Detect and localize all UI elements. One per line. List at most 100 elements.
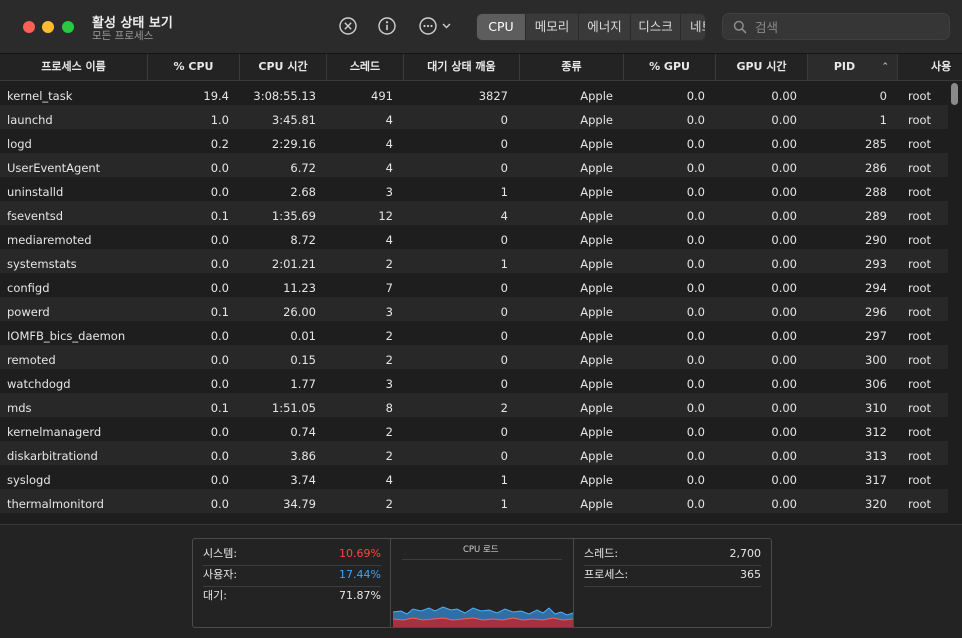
stop-process-icon[interactable] (337, 15, 359, 37)
user-cell: root (908, 473, 932, 487)
kind-cell: Apple (580, 281, 613, 295)
close-window-button[interactable] (23, 21, 35, 33)
table-row[interactable]: syslogd 0.0 3.74 4 1 Apple 0.0 0.00 317 root (0, 465, 948, 489)
gpu-time-cell: 0.00 (771, 257, 797, 271)
table-row[interactable]: UserEventAgent 0.0 6.72 4 0 Apple 0.0 0.00 286 ro… (0, 153, 948, 177)
user-cell: root (908, 113, 932, 127)
cpu-percent-cell: 0.1 (210, 401, 229, 415)
tab-energy[interactable]: 에너지 (579, 14, 631, 40)
column-header-kind[interactable]: 종류 (520, 54, 624, 80)
process-name-cell: fseventsd (7, 209, 64, 223)
search-input[interactable] (753, 14, 947, 41)
divider (203, 586, 381, 587)
gpu-time-cell: 0.00 (771, 497, 797, 511)
tab-cpu[interactable]: CPU (477, 14, 526, 40)
kind-cell: Apple (580, 113, 613, 127)
cpu-time-cell: 0.15 (290, 353, 316, 367)
system-value: 10.69% (339, 547, 381, 560)
table-row[interactable]: uninstalld 0.0 2.68 3 1 Apple 0.0 0.00 288 root (0, 177, 948, 201)
processes-value: 365 (740, 568, 761, 581)
pid-cell: 297 (865, 329, 887, 343)
tab-network[interactable]: 네트워크 (689, 19, 705, 34)
gpu-time-cell: 0.00 (771, 281, 797, 295)
cpu-load-graph (393, 606, 573, 627)
table-row[interactable]: kernelmanagerd 0.0 0.74 2 0 Apple 0.0 0.00 312 ro… (0, 417, 948, 441)
gpu-time-cell: 0.00 (771, 89, 797, 103)
user-cell: root (908, 377, 932, 391)
column-header-user[interactable]: 사용 (931, 60, 952, 73)
more-options-icon[interactable] (417, 15, 457, 37)
process-name-cell: syslogd (7, 473, 51, 487)
process-name-cell: watchdogd (7, 377, 71, 391)
cpu-time-cell: 3:45.81 (271, 113, 316, 127)
threads-cell: 491 (371, 89, 393, 103)
gpu-percent-cell: 0.0 (686, 329, 705, 343)
table-row[interactable]: mds 0.1 1:51.05 8 2 Apple 0.0 0.00 310 root (0, 393, 948, 417)
table-row[interactable]: configd 0.0 11.23 7 0 Apple 0.0 0.00 294 root (0, 273, 948, 297)
column-header-cpu-time[interactable]: CPU 시간 (240, 54, 327, 80)
divider (584, 586, 761, 587)
cpu-percent-cell: 1.0 (210, 113, 229, 127)
table-row[interactable]: mediaremoted 0.0 8.72 4 0 Apple 0.0 0.00 290 root (0, 225, 948, 249)
column-header-threads[interactable]: 스레드 (327, 54, 404, 80)
pid-cell: 317 (865, 473, 887, 487)
column-header-process-name[interactable]: 프로세스 이름 (0, 54, 148, 80)
column-header-gpu-time[interactable]: GPU 시간 (716, 54, 808, 80)
table-row[interactable]: diskarbitrationd 0.0 3.86 2 0 Apple 0.0 0.00 313… (0, 441, 948, 465)
tab-memory[interactable]: 메모리 (526, 14, 579, 40)
gpu-percent-cell: 0.0 (686, 353, 705, 367)
table-row[interactable]: kernel_task 19.4 3:08:55.13 491 3827 Apple 0.0… (0, 81, 948, 105)
cpu-time-cell: 11.23 (283, 281, 316, 295)
zoom-window-button[interactable] (62, 21, 74, 33)
process-name-cell: IOMFB_bics_daemon (7, 329, 126, 343)
idle-wake-ups-cell: 1 (500, 185, 508, 199)
search-box[interactable] (722, 13, 950, 41)
process-name-cell: kernelmanagerd (7, 425, 102, 439)
vertical-scrollbar[interactable] (948, 81, 962, 524)
table-row[interactable]: launchd 1.0 3:45.81 4 0 Apple 0.0 0.00 1 root (0, 105, 948, 129)
pid-cell: 293 (865, 257, 887, 271)
pid-cell: 286 (865, 161, 887, 175)
cpu-time-cell: 2.68 (290, 185, 316, 199)
threads-cell: 3 (385, 305, 393, 319)
pid-cell: 310 (865, 401, 887, 415)
column-header-gpu-percent[interactable]: % GPU (624, 54, 716, 80)
pid-cell: 296 (865, 305, 887, 319)
table-row[interactable]: fseventsd 0.1 1:35.69 12 4 Apple 0.0 0.00 289 roo… (0, 201, 948, 225)
table-row[interactable]: systemstats 0.0 2:01.21 2 1 Apple 0.0 0.00 293 ro… (0, 249, 948, 273)
pid-cell: 300 (865, 353, 887, 367)
idle-label: 대기: (203, 589, 227, 602)
table-row[interactable]: IOMFB_bics_daemon 0.0 0.01 2 0 Apple 0.0 0.00 29… (0, 321, 948, 345)
table-row[interactable]: watchdogd 0.0 1.77 3 0 Apple 0.0 0.00 306 root (0, 369, 948, 393)
table-row[interactable]: powerd 0.1 26.00 3 0 Apple 0.0 0.00 296 root (0, 297, 948, 321)
gpu-time-cell: 0.00 (771, 329, 797, 343)
kind-cell: Apple (580, 137, 613, 151)
user-cell: root (908, 257, 932, 271)
cpu-percent-cell: 0.0 (210, 233, 229, 247)
column-header-cpu-percent[interactable]: % CPU (148, 54, 240, 80)
minimize-window-button[interactable] (42, 21, 54, 33)
kind-cell: Apple (580, 353, 613, 367)
table-row[interactable]: logd 0.2 2:29.16 4 0 Apple 0.0 0.00 285 root (0, 129, 948, 153)
column-header-idle-wake-ups[interactable]: 대기 상태 깨움 (404, 54, 520, 80)
cpu-time-cell: 1:35.69 (271, 209, 316, 223)
gpu-percent-cell: 0.0 (686, 161, 705, 175)
vertical-scrollbar-thumb[interactable] (951, 83, 958, 105)
cpu-percent-cell: 0.0 (210, 161, 229, 175)
column-header-pid[interactable]: PID ⌃ (808, 54, 898, 80)
idle-wake-ups-cell: 2 (500, 401, 508, 415)
idle-wake-ups-cell: 4 (500, 209, 508, 223)
threads-cell: 4 (385, 137, 393, 151)
info-icon[interactable] (376, 15, 398, 37)
pid-cell: 320 (865, 497, 887, 511)
cpu-time-cell: 1:51.05 (271, 401, 316, 415)
table-row[interactable]: thermalmonitord 0.0 34.79 2 1 Apple 0.0 0.00 320… (0, 489, 948, 513)
gpu-time-cell: 0.00 (771, 425, 797, 439)
window-subtitle[interactable]: 모든 프로세스 (92, 30, 154, 42)
gpu-time-cell: 0.00 (771, 305, 797, 319)
kind-cell: Apple (580, 257, 613, 271)
tab-disk[interactable]: 디스크 (631, 14, 681, 40)
table-row[interactable]: remoted 0.0 0.15 2 0 Apple 0.0 0.00 300 root (0, 345, 948, 369)
user-stat: 사용자: 17.44% (203, 565, 381, 585)
cpu-time-cell: 26.00 (283, 305, 316, 319)
